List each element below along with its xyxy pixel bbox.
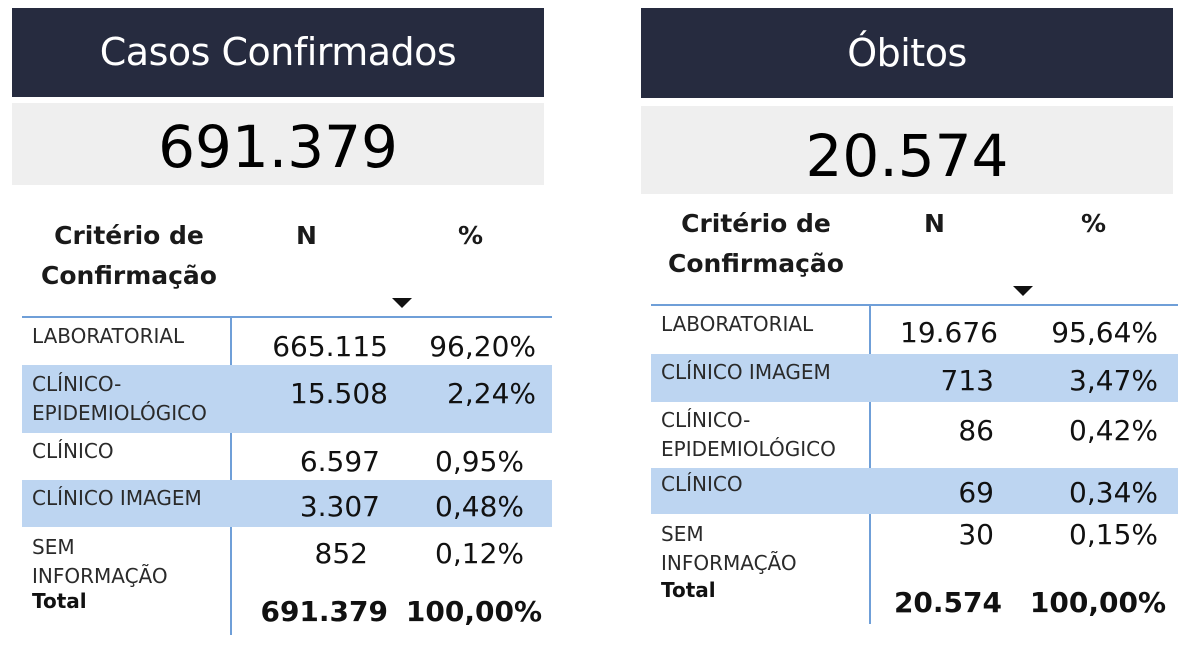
- casos-table: Critério de Confirmação N % LABORATORIAL…: [12, 210, 557, 635]
- table-row[interactable]: CLÍNICO IMAGEM 3.307 0,48%: [22, 480, 552, 527]
- row-n: 665.115: [272, 330, 388, 363]
- table-row[interactable]: LABORATORIAL 19.676 95,64%: [651, 306, 1178, 354]
- row-pct: 0,42%: [1069, 414, 1158, 447]
- row-n: 3.307: [299, 490, 380, 523]
- row-label: CLÍNICO-EPIDEMIOLÓGICO: [661, 408, 836, 461]
- header-criterio[interactable]: Critério de Confirmação: [41, 221, 217, 290]
- casos-total-card: 691.379: [12, 103, 544, 185]
- header-pct[interactable]: %: [458, 221, 484, 250]
- table-row[interactable]: SEM INFORMAÇÃO 852 0,12%: [22, 527, 552, 595]
- casos-table-header: Critério de Confirmação N %: [12, 210, 557, 316]
- row-label: CLÍNICO-EPIDEMIOLÓGICO: [32, 372, 207, 425]
- row-pct: 3,47%: [1069, 364, 1158, 397]
- row-n: 69: [958, 476, 994, 509]
- row-n: 6.597: [299, 445, 380, 478]
- column-divider: [230, 318, 232, 635]
- row-pct: 0,48%: [435, 490, 524, 523]
- total-n: 691.379: [260, 595, 388, 628]
- row-label: CLÍNICO IMAGEM: [32, 486, 202, 510]
- table-total-row[interactable]: Total 691.379 100,00%: [22, 589, 552, 635]
- casos-table-body: LABORATORIAL 665.115 96,20% CLÍNICO-EPID…: [22, 316, 552, 635]
- obitos-table: Critério de Confirmação N % LABORATORIAL…: [641, 202, 1178, 624]
- total-label: Total: [661, 578, 716, 602]
- table-total-row[interactable]: Total 20.574 100,00%: [651, 578, 1178, 624]
- obitos-table-body: LABORATORIAL 19.676 95,64% CLÍNICO IMAGE…: [651, 304, 1178, 624]
- row-pct: 96,20%: [429, 330, 536, 363]
- sort-descending-icon[interactable]: [392, 298, 412, 308]
- row-label: LABORATORIAL: [661, 312, 814, 336]
- total-label: Total: [32, 589, 87, 613]
- row-n: 15.508: [290, 377, 388, 410]
- sort-descending-icon[interactable]: [1013, 286, 1033, 296]
- row-pct: 0,95%: [435, 445, 524, 478]
- casos-confirmados-panel: Casos Confirmados 691.379 Critério de Co…: [12, 0, 557, 635]
- obitos-total-card: 20.574: [641, 106, 1173, 194]
- obitos-panel: Óbitos 20.574 Critério de Confirmação N …: [641, 0, 1178, 624]
- table-row[interactable]: CLÍNICO-EPIDEMIOLÓGICO 15.508 2,24%: [22, 365, 552, 433]
- table-row[interactable]: CLÍNICO-EPIDEMIOLÓGICO 86 0,42%: [651, 402, 1178, 468]
- row-n: 852: [314, 537, 368, 570]
- row-pct: 0,15%: [1069, 518, 1158, 551]
- table-row[interactable]: SEM INFORMAÇÃO 30 0,15%: [651, 514, 1178, 580]
- obitos-title: Óbitos: [641, 8, 1173, 98]
- header-criterio[interactable]: Critério de Confirmação: [668, 209, 844, 278]
- table-row[interactable]: CLÍNICO 69 0,34%: [651, 468, 1178, 514]
- total-pct: 100,00%: [405, 595, 542, 628]
- row-n: 19.676: [900, 316, 998, 349]
- header-n[interactable]: N: [296, 221, 317, 250]
- row-pct: 0,34%: [1069, 476, 1158, 509]
- table-row[interactable]: LABORATORIAL 665.115 96,20%: [22, 318, 552, 365]
- table-row[interactable]: CLÍNICO 6.597 0,95%: [22, 433, 552, 480]
- total-pct: 100,00%: [1029, 586, 1166, 619]
- row-label: CLÍNICO IMAGEM: [661, 360, 831, 384]
- total-n: 20.574: [893, 586, 1002, 619]
- casos-title: Casos Confirmados: [12, 8, 544, 97]
- row-label: CLÍNICO: [32, 439, 114, 463]
- row-label: SEM INFORMAÇÃO: [32, 535, 168, 588]
- header-pct[interactable]: %: [1081, 209, 1107, 238]
- header-n[interactable]: N: [924, 209, 945, 238]
- obitos-table-header: Critério de Confirmação N %: [641, 202, 1178, 304]
- row-label: LABORATORIAL: [32, 324, 185, 348]
- row-n: 30: [958, 518, 994, 551]
- row-label: CLÍNICO: [661, 472, 743, 496]
- row-label: SEM INFORMAÇÃO: [661, 522, 797, 575]
- column-divider: [869, 306, 871, 624]
- row-pct: 95,64%: [1051, 316, 1158, 349]
- row-pct: 2,24%: [447, 377, 536, 410]
- row-n: 713: [940, 364, 994, 397]
- row-n: 86: [958, 414, 994, 447]
- table-row[interactable]: CLÍNICO IMAGEM 713 3,47%: [651, 354, 1178, 402]
- row-pct: 0,12%: [435, 537, 524, 570]
